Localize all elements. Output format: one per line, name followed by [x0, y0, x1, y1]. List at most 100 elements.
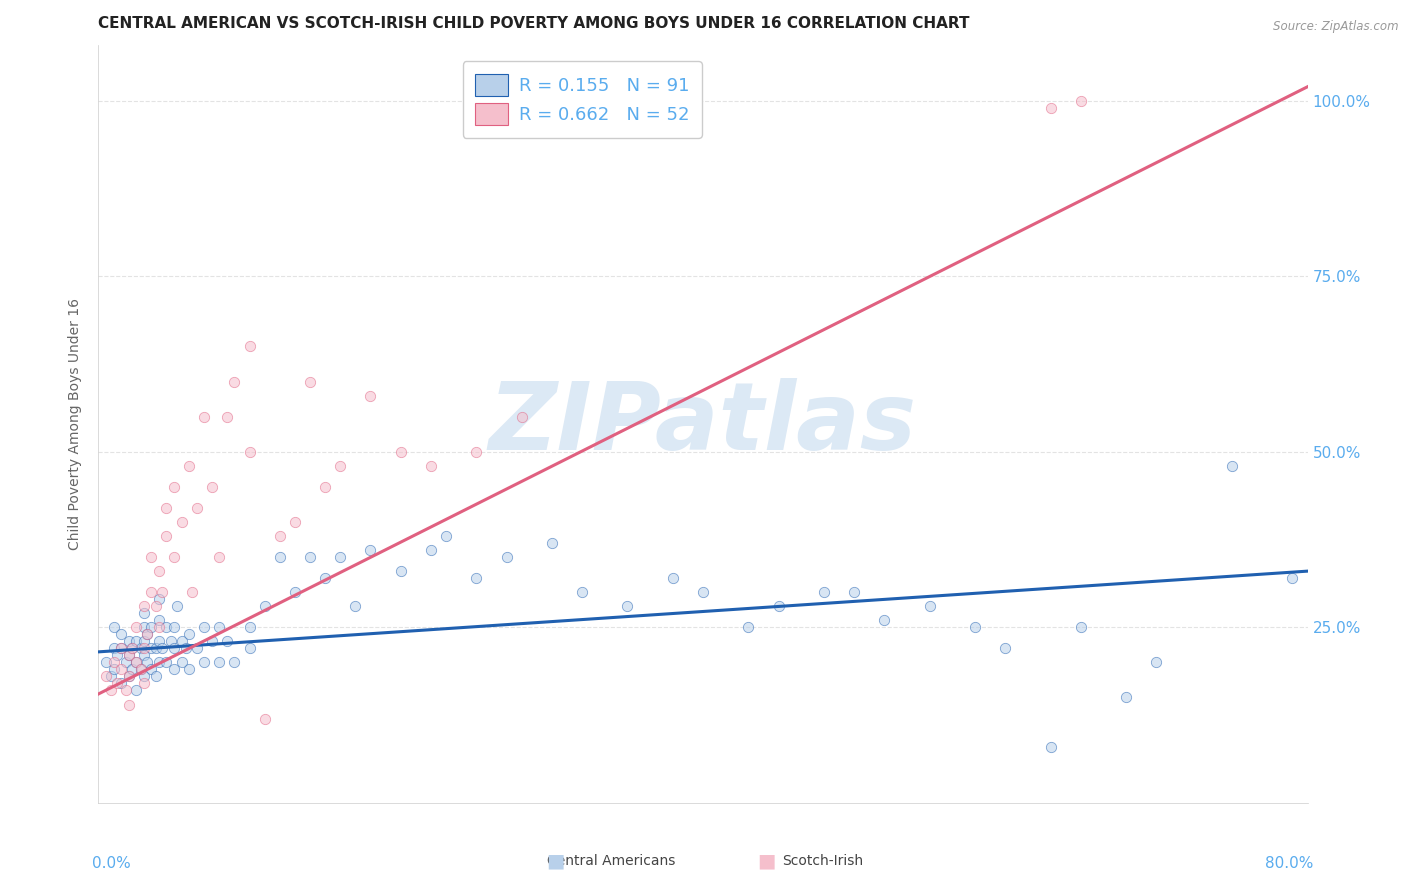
Point	[135, 627, 157, 641]
Point	[224, 656, 246, 670]
Point	[170, 515, 193, 529]
Point	[186, 641, 208, 656]
Point	[163, 620, 186, 634]
Point	[269, 550, 291, 565]
Point	[389, 444, 412, 458]
Point	[118, 669, 141, 683]
Point	[105, 648, 128, 663]
Point	[132, 648, 155, 663]
Point	[1070, 94, 1092, 108]
Point	[1039, 739, 1062, 754]
Point	[141, 641, 163, 656]
Point	[215, 409, 238, 424]
Point	[208, 550, 231, 565]
Point	[125, 634, 148, 648]
Point	[163, 662, 186, 676]
Point	[170, 656, 193, 670]
Point	[465, 444, 488, 458]
Point	[163, 480, 186, 494]
Point	[145, 669, 167, 683]
Point	[163, 641, 186, 656]
Point	[148, 592, 170, 607]
Point	[141, 585, 163, 599]
Point	[994, 641, 1017, 656]
Point	[114, 656, 136, 670]
Point	[329, 458, 352, 473]
Point	[813, 585, 835, 599]
Point	[110, 641, 132, 656]
Point	[148, 613, 170, 627]
Point	[616, 599, 638, 614]
Point	[114, 683, 136, 698]
Point	[284, 585, 307, 599]
Point	[125, 620, 148, 634]
Point	[420, 543, 443, 558]
Point	[284, 515, 307, 529]
Point	[181, 585, 204, 599]
Point	[103, 641, 125, 656]
Point	[121, 641, 143, 656]
Point	[329, 550, 352, 565]
Point	[170, 634, 193, 648]
Point	[141, 620, 163, 634]
Point	[110, 641, 132, 656]
Point	[145, 599, 167, 614]
Point	[132, 641, 155, 656]
Point	[121, 662, 143, 676]
Text: CENTRAL AMERICAN VS SCOTCH-IRISH CHILD POVERTY AMONG BOYS UNDER 16 CORRELATION C: CENTRAL AMERICAN VS SCOTCH-IRISH CHILD P…	[98, 16, 970, 31]
Point	[314, 480, 336, 494]
Point	[163, 550, 186, 565]
Point	[571, 585, 593, 599]
Point	[179, 458, 201, 473]
Point	[193, 409, 215, 424]
Point	[269, 529, 291, 543]
Point	[125, 683, 148, 698]
Point	[100, 683, 122, 698]
Point	[193, 620, 215, 634]
Point	[389, 564, 412, 578]
Point	[132, 634, 155, 648]
Point	[166, 599, 188, 614]
Point	[873, 613, 896, 627]
Point	[918, 599, 941, 614]
Point	[1281, 571, 1303, 585]
Point	[94, 669, 117, 683]
Point	[299, 375, 322, 389]
Point	[201, 634, 224, 648]
Point	[155, 500, 177, 515]
Point	[155, 529, 177, 543]
Point	[118, 669, 141, 683]
Point	[148, 634, 170, 648]
Point	[1070, 620, 1092, 634]
Point	[148, 656, 170, 670]
Point	[94, 656, 117, 670]
Point	[420, 458, 443, 473]
Point	[118, 698, 141, 712]
Point	[150, 585, 173, 599]
Point	[201, 480, 224, 494]
Text: Central Americans: Central Americans	[547, 854, 676, 868]
Point	[155, 620, 177, 634]
Point	[239, 444, 262, 458]
Point	[132, 599, 155, 614]
Point	[737, 620, 759, 634]
Point	[129, 641, 152, 656]
Point	[118, 634, 141, 648]
Point	[1220, 458, 1243, 473]
Point	[360, 389, 382, 403]
Point	[239, 339, 262, 353]
Point	[103, 620, 125, 634]
Point	[510, 409, 533, 424]
Point	[465, 571, 488, 585]
Point	[103, 656, 125, 670]
Point	[965, 620, 987, 634]
Point	[434, 529, 457, 543]
Point	[129, 662, 152, 676]
Point	[118, 648, 141, 663]
Point	[100, 669, 122, 683]
Point	[344, 599, 367, 614]
Point	[495, 550, 517, 565]
Text: 80.0%: 80.0%	[1265, 856, 1313, 871]
Point	[129, 662, 152, 676]
Point	[1144, 656, 1167, 670]
